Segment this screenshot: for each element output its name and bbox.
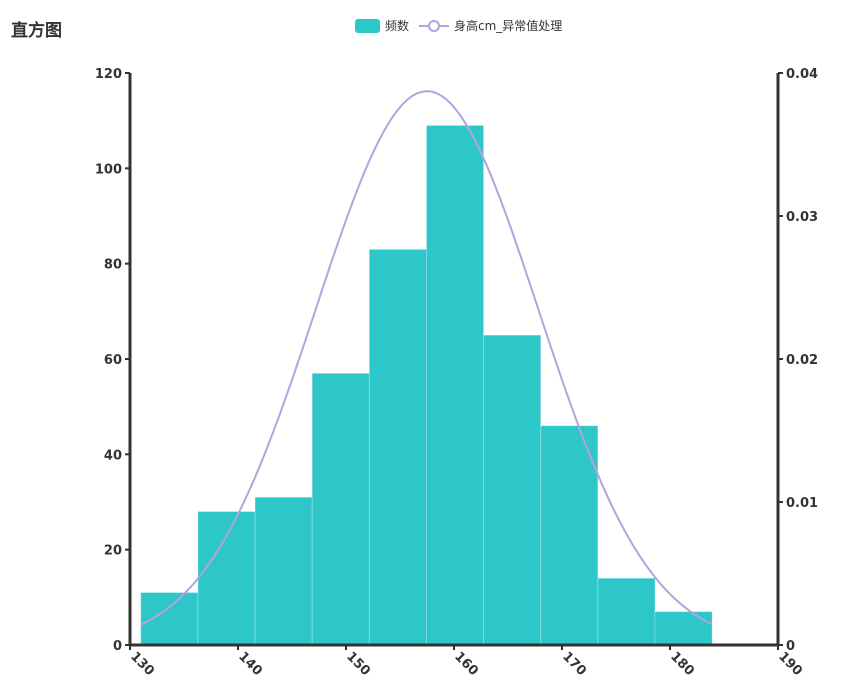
- y-tick-label: 60: [104, 353, 122, 368]
- y2-tick-label: 0.03: [786, 210, 818, 225]
- y-tick-label: 120: [95, 67, 122, 82]
- y-tick-label: 20: [104, 544, 122, 559]
- histogram-bar: [254, 496, 313, 646]
- histogram-bar: [654, 611, 713, 646]
- histogram-bar: [597, 577, 656, 646]
- density-curve: [140, 90, 713, 626]
- legend-label-bar[interactable]: 频数: [385, 19, 410, 33]
- histogram-bar: [425, 124, 485, 646]
- legend-swatch-bar[interactable]: [355, 18, 380, 33]
- y2-tick-label: 0: [786, 639, 795, 654]
- histogram-bar: [197, 511, 256, 646]
- y-tick-label: 100: [95, 162, 122, 177]
- legend-line-icon[interactable]: [419, 19, 450, 33]
- x-tick-label: 130: [127, 649, 157, 679]
- histogram-bar: [368, 248, 427, 646]
- histogram-bar: [140, 592, 199, 646]
- y2-tick-label: 0.04: [786, 67, 818, 82]
- legend-label-line[interactable]: 身高cm_异常值处理: [454, 19, 563, 33]
- y2-tick-label: 0.01: [786, 496, 818, 511]
- y-tick-label: 40: [104, 448, 122, 463]
- x-tick-label: 180: [667, 649, 697, 679]
- legend: 频数 身高cm_异常值处理: [355, 17, 562, 34]
- y-tick-label: 0: [113, 639, 122, 654]
- chart-title: 直方图: [11, 21, 62, 41]
- histogram-bar: [311, 372, 370, 646]
- y2-tick-label: 0.02: [786, 353, 818, 368]
- x-tick-label: 170: [559, 649, 589, 679]
- x-tick-label: 150: [343, 649, 373, 679]
- histogram-bar: [540, 425, 599, 646]
- x-tick-label: 140: [235, 649, 265, 679]
- y-tick-label: 80: [104, 258, 122, 273]
- histogram-bar: [483, 334, 542, 646]
- x-tick-label: 190: [775, 649, 805, 679]
- x-tick-label: 160: [451, 649, 481, 679]
